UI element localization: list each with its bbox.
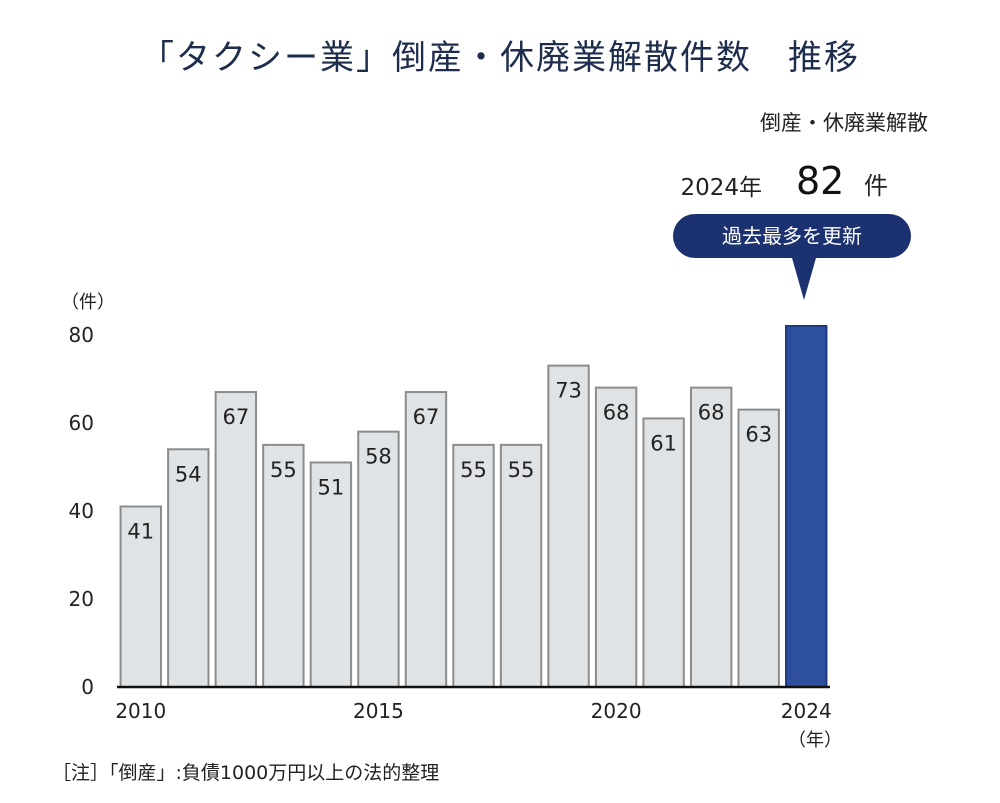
bar-2016 (404, 391, 448, 688)
data-label-2019: 73 (555, 379, 582, 403)
y-tick-label-60: 60 (69, 411, 94, 435)
callout-year: 2024年 (680, 175, 762, 201)
data-label-2014: 51 (318, 475, 345, 499)
data-label-2015: 58 (365, 445, 392, 469)
data-labels-group: 41 54 67 55 51 58 67 55 55 73 68 61 68 63 (127, 379, 772, 544)
y-tick-label-80: 80 (69, 323, 94, 347)
x-tick-label-2024: 2024 (781, 699, 832, 723)
bar-2023 (737, 408, 780, 688)
data-label-2012: 67 (222, 405, 249, 429)
data-label-2020: 68 (603, 401, 630, 425)
data-label-2023: 63 (745, 423, 772, 447)
chart-title: 「タクシー業」倒産・休廃業解散件数 推移 (140, 38, 860, 78)
y-tick-label-20: 20 (69, 587, 94, 611)
data-label-2018: 55 (508, 458, 535, 482)
bar-2020 (594, 386, 638, 688)
footnote: ［注］「倒産」:負債1000万円以上の法的整理 (52, 762, 440, 784)
x-tick-label-2015: 2015 (353, 699, 404, 723)
y-tick-label-0: 0 (81, 675, 94, 699)
data-label-2011: 54 (175, 462, 202, 486)
bar-2015 (357, 430, 400, 688)
bar-2012 (214, 391, 258, 688)
x-axis-ticks: 2010 2015 2020 2024 (115, 699, 831, 723)
y-axis-unit-label: （件） (61, 292, 115, 313)
bar-2019 (547, 364, 590, 688)
x-tick-label-2020: 2020 (591, 699, 642, 723)
x-axis-unit-label: （年） (788, 730, 842, 751)
callout-badge-text: 過去最多を更新 (722, 224, 862, 248)
bars-group (119, 325, 828, 688)
data-label-2022: 68 (698, 401, 725, 425)
bar-2011 (167, 448, 210, 688)
data-label-2013: 55 (270, 458, 297, 482)
bar-2021 (642, 417, 685, 688)
y-axis-ticks: 0 20 40 60 80 (69, 323, 94, 699)
callout-label: 倒産・休廃業解散 (760, 111, 928, 135)
bar-2013 (262, 443, 305, 688)
y-tick-label-40: 40 (69, 499, 94, 523)
bar-2010 (119, 505, 162, 688)
data-label-2021: 61 (650, 431, 677, 455)
data-label-2017: 55 (460, 458, 487, 482)
callout-count: 82 (796, 159, 844, 203)
callout-badge (673, 214, 911, 258)
bar-2024 (785, 325, 828, 688)
data-label-2010: 41 (127, 520, 154, 544)
x-tick-label-2010: 2010 (115, 699, 166, 723)
bar-2022 (689, 386, 733, 688)
callout-unit: 件 (864, 172, 888, 200)
data-label-2016: 67 (413, 405, 440, 429)
callout-pointer (792, 258, 816, 300)
